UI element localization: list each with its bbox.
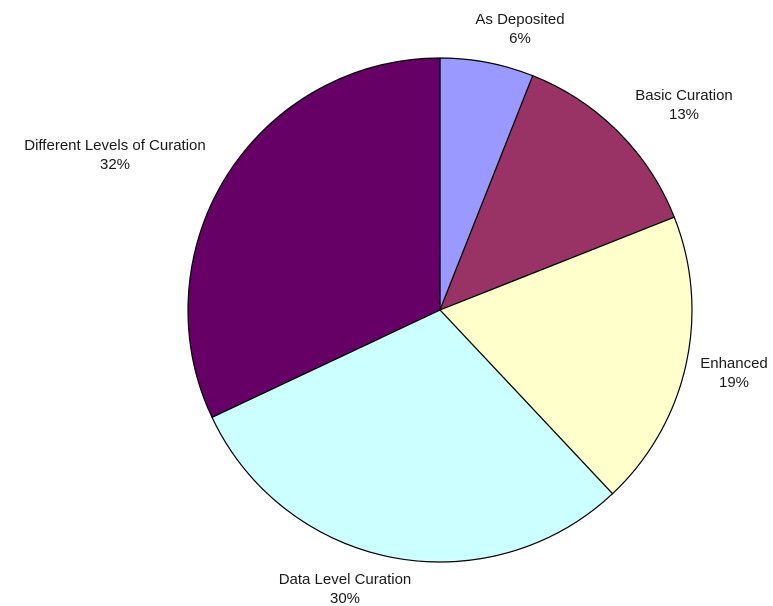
slice-label: Enhanced: [700, 355, 768, 372]
pie-slice-data-level-curation: [211, 309, 614, 563]
slice-label: As Deposited: [475, 11, 564, 28]
slice-percent-label: 30%: [330, 590, 360, 606]
slice-label: Basic Curation: [635, 87, 733, 104]
pie-slice-different-levels-of-curation: [187, 57, 441, 419]
pie-labels: As Deposited 6% Basic Curation 13% Enhanced 1…: [24, 11, 768, 606]
slice-percent-label: 13%: [669, 106, 699, 123]
pie-slices: [187, 57, 693, 563]
slice-label: Data Level Curation: [279, 571, 412, 588]
slice-percent-label: 32%: [100, 156, 130, 173]
slice-percent-label: 6%: [509, 30, 531, 47]
slice-label: Different Levels of Curation: [24, 137, 206, 154]
pie-slice-enhanced: [438, 216, 693, 495]
pie-slice-basic-curation: [438, 74, 676, 312]
slice-percent-label: 19%: [719, 374, 749, 391]
